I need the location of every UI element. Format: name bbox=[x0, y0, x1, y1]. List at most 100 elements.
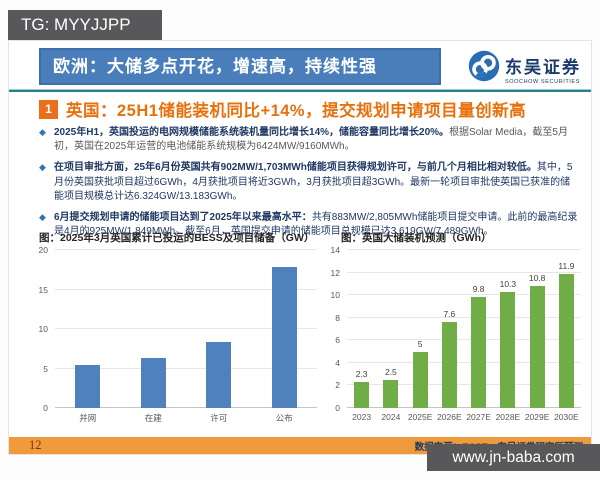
y-tick-label: 12 bbox=[330, 267, 340, 278]
bullet-item-2: ◆ 在项目审批方面，25年6月份英国共有902MW/1,703MWh储能项目获得规… bbox=[39, 161, 579, 204]
slide: 欧洲：大储多点开花，增速高，持续性强 东吴证券 SOOCHOW SECURITI… bbox=[8, 40, 592, 455]
gridline bbox=[347, 361, 581, 363]
bullet-list: ◆ 2025年H1，英国投运的电网规模储能系统装机量同比增长14%，储能容量同比增… bbox=[39, 126, 579, 246]
gridline bbox=[347, 339, 581, 341]
bullet-2-rest: 其中，5月份英国获批项目超过6GWh，4月获批项目将近3GWh，3月获批项目超3… bbox=[54, 162, 573, 202]
bar-在建 bbox=[140, 358, 166, 408]
diamond-bullet-icon: ◆ bbox=[39, 162, 46, 173]
bar-2026E: 7.6 bbox=[441, 309, 457, 408]
left-chart-plot-area bbox=[55, 249, 318, 408]
bar-公布 bbox=[271, 266, 297, 408]
gridline bbox=[347, 294, 581, 296]
bar-value-label: 9.8 bbox=[472, 284, 485, 295]
bullet-3-rest: 共有883MW/2,805MWh储能项目提交申请。此前的最高纪录是4月的925M… bbox=[54, 211, 578, 238]
y-tick-label: 14 bbox=[330, 245, 340, 255]
bar-2023: 2.3 bbox=[354, 369, 370, 408]
x-tick-label: 2030E bbox=[554, 412, 579, 422]
y-tick-label: 4 bbox=[335, 357, 340, 368]
logo-name: 东吴证券 bbox=[505, 57, 581, 77]
y-tick-label: 6 bbox=[335, 335, 340, 346]
bar-column: 7.6 bbox=[435, 250, 464, 408]
gridline bbox=[347, 316, 581, 318]
x-tick-label: 许可 bbox=[210, 413, 228, 423]
x-tick-label: 在建 bbox=[144, 413, 162, 423]
x-tick-label: 2028E bbox=[495, 412, 521, 422]
bar-column: 2.5 bbox=[376, 250, 405, 408]
soochow-logo-icon bbox=[468, 50, 500, 87]
bar-column: 10.8 bbox=[523, 250, 552, 408]
bar-value-label: 7.6 bbox=[443, 309, 456, 320]
bar-value-label: 10.8 bbox=[528, 273, 546, 284]
bullet-2-lead: 在项目审批方面，25年6月份英国共有902MW/1,703MWh储能项目获得规划… bbox=[54, 162, 537, 174]
bar-column bbox=[252, 250, 318, 408]
bar-2025E: 5 bbox=[412, 339, 428, 408]
divider-line bbox=[9, 89, 591, 92]
y-tick-label: 5 bbox=[43, 363, 48, 374]
bar-column bbox=[186, 250, 252, 408]
chart-titles-row: 图：2025年3月英国累计已投运的BESS及项目储备（GW） 图：英国大储装机预… bbox=[39, 230, 583, 245]
bullet-1-rest: 根据Solar Media，截至5月初，英国在2025年运营的电池储能系统规模为… bbox=[54, 127, 568, 153]
y-tick-label: 0 bbox=[335, 403, 340, 413]
right-chart-title: 图：英国大储装机预测（GWh） bbox=[341, 232, 492, 244]
bar-column: 9.8 bbox=[464, 250, 493, 408]
x-tick-label: 2026E bbox=[437, 412, 462, 422]
bullet-item-1: ◆ 2025年H1，英国投运的电网规模储能系统装机量同比增长14%，储能容量同比增… bbox=[39, 126, 579, 154]
bar-value-label: 5 bbox=[417, 338, 423, 349]
x-tick-label: 2025E bbox=[407, 412, 433, 422]
bullet-item-3: ◆ 6月提交规划申请的储能项目达到了2025年以来最高水平：共有883MW/2,8… bbox=[39, 211, 579, 239]
left-chart-title: 图：2025年3月英国累计已投运的BESS及项目储备（GW） bbox=[39, 232, 315, 244]
x-tick-label: 2023 bbox=[352, 412, 372, 422]
gridline bbox=[347, 249, 581, 250]
y-tick-label: 8 bbox=[335, 312, 340, 323]
bar-column: 5 bbox=[406, 250, 435, 408]
bar-column bbox=[55, 250, 121, 408]
bar-2024: 2.5 bbox=[383, 367, 399, 408]
bar-value-label: 2.3 bbox=[355, 369, 368, 380]
gridline bbox=[347, 407, 581, 408]
diamond-bullet-icon: ◆ bbox=[39, 127, 46, 137]
section-heading: 英国：25H1储能装机同比+14%，提交规划申请项目量创新高 bbox=[66, 102, 527, 120]
bar-column: 10.3 bbox=[493, 250, 522, 408]
bar-2027E: 9.8 bbox=[471, 284, 487, 408]
y-tick-label: 10 bbox=[38, 324, 48, 334]
x-tick-label: 2027E bbox=[466, 412, 491, 422]
right-chart-y-axis: 0 2 4 6 8 10 12 14 bbox=[323, 245, 345, 413]
section-number-badge: 1 bbox=[39, 99, 58, 119]
bar-许可 bbox=[206, 342, 232, 408]
bullet-3-lead: 6月提交规划申请的储能项目达到了2025年以来最高水平： bbox=[54, 211, 312, 223]
y-tick-label: 20 bbox=[38, 245, 48, 255]
left-chart-x-axis: 并网 在建 许可 公布 bbox=[55, 412, 317, 426]
x-tick-label: 2029E bbox=[524, 412, 550, 422]
section-banner: 1 英国：25H1储能装机同比+14%，提交规划申请项目量创新高 bbox=[39, 97, 583, 121]
website-watermark: www.jn-baba.com bbox=[427, 444, 600, 471]
gridline bbox=[55, 249, 317, 250]
bar-column: 2.3 bbox=[347, 250, 376, 408]
telegram-watermark: TG: MYYJJPP bbox=[8, 10, 162, 40]
charts-row: 0 5 10 15 20 并网 在建 许可 公布 0 2 4 6 8 10 12 14 2.3 2.5 5 7.6… bbox=[9, 245, 591, 432]
gridline bbox=[55, 328, 317, 329]
x-tick-label: 并网 bbox=[79, 413, 97, 423]
bar-2030E: 11.9 bbox=[558, 261, 574, 408]
y-tick-label: 15 bbox=[38, 284, 48, 295]
gridline bbox=[55, 367, 317, 369]
gridline bbox=[55, 407, 317, 408]
right-chart-x-axis: 2023 2024 2025E 2026E 2027E 2028E 2029E 2030E bbox=[347, 412, 581, 426]
bar-并网 bbox=[75, 365, 101, 408]
gridline bbox=[347, 271, 581, 273]
left-chart-y-axis: 0 5 10 15 20 bbox=[31, 245, 53, 413]
gridline bbox=[55, 288, 317, 290]
bar-value-label: 11.9 bbox=[558, 260, 575, 271]
y-tick-label: 0 bbox=[43, 403, 48, 413]
bullet-1-lead: 2025年H1，英国投运的电网规模储能系统装机量同比增长14%，储能容量同比增长… bbox=[54, 127, 450, 138]
logo-subtitle: SOOCHOW SECURITIES bbox=[505, 78, 580, 85]
page-title: 欧洲：大储多点开花，增速高，持续性强 bbox=[39, 48, 441, 85]
bess-pipeline-bar-chart: 0 5 10 15 20 并网 在建 许可 公布 bbox=[31, 245, 323, 428]
soochow-logo-text: 东吴证券 SOOCHOW SECURITIES bbox=[505, 53, 581, 85]
x-tick-label: 公布 bbox=[275, 413, 293, 423]
bar-column bbox=[121, 250, 187, 408]
gridline bbox=[347, 384, 581, 386]
soochow-logo: 东吴证券 SOOCHOW SECURITIES bbox=[468, 50, 581, 87]
bar-value-label: 10.3 bbox=[499, 278, 517, 289]
uk-storage-forecast-bar-chart: 0 2 4 6 8 10 12 14 2.3 2.5 5 7.6 9.8 10.3 10.8 11.9 20… bbox=[323, 245, 587, 428]
